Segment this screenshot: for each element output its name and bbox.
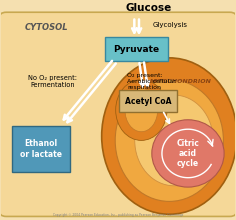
FancyBboxPatch shape xyxy=(105,37,168,61)
Text: CYTOSOL: CYTOSOL xyxy=(25,23,68,32)
Text: Pyruvate: Pyruvate xyxy=(114,45,160,54)
Text: Copyright © 2004 Pearson Education, Inc., publishing as Pearson Benjamin Cumming: Copyright © 2004 Pearson Education, Inc.… xyxy=(53,213,183,217)
FancyBboxPatch shape xyxy=(12,126,70,172)
Text: Citric
acid
cycle: Citric acid cycle xyxy=(177,139,199,168)
Ellipse shape xyxy=(125,88,158,132)
Ellipse shape xyxy=(115,79,223,201)
Text: MITOCHONDRION: MITOCHONDRION xyxy=(150,79,212,84)
Circle shape xyxy=(152,120,224,187)
Text: Acetyl CoA: Acetyl CoA xyxy=(125,97,172,106)
Text: No O₂ present:
Fermentation: No O₂ present: Fermentation xyxy=(28,75,77,88)
Ellipse shape xyxy=(102,58,236,214)
FancyBboxPatch shape xyxy=(119,90,177,112)
Text: Glycolysis: Glycolysis xyxy=(153,22,188,28)
Ellipse shape xyxy=(135,95,213,186)
Text: Ethanol
or lactate: Ethanol or lactate xyxy=(20,139,62,159)
Ellipse shape xyxy=(116,80,167,140)
Text: Glucose: Glucose xyxy=(125,3,171,13)
FancyBboxPatch shape xyxy=(0,12,236,216)
Text: O₂ present:
Aerobic cellular
respiration: O₂ present: Aerobic cellular respiration xyxy=(127,73,176,90)
